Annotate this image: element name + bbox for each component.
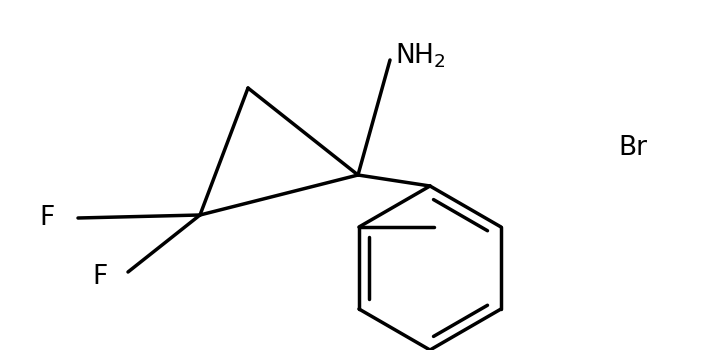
Text: NH$_2$: NH$_2$ [395,42,445,70]
Text: F: F [40,205,55,231]
Text: Br: Br [618,135,647,161]
Text: F: F [92,264,108,290]
